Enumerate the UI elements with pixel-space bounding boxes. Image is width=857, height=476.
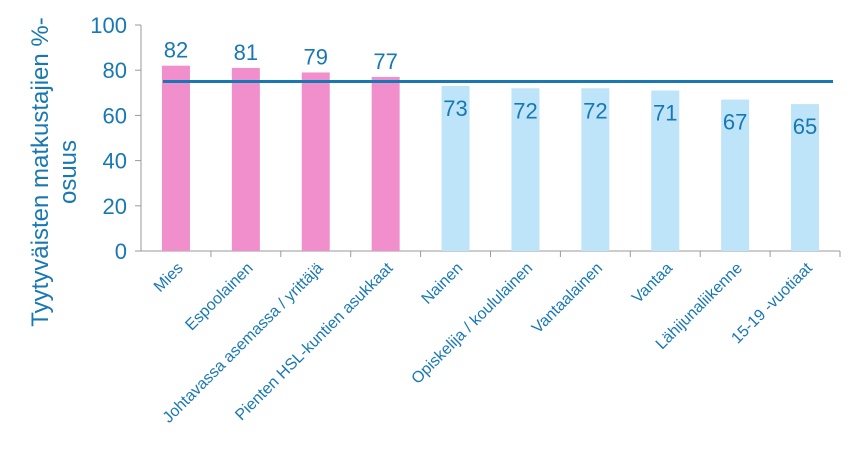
- y-tick-label: 100: [90, 13, 127, 38]
- bar: [161, 65, 190, 252]
- data-label: 71: [653, 101, 677, 126]
- x-tick-label: Opiskelija / koululainen: [409, 260, 537, 388]
- x-tick-label: Mies: [151, 260, 187, 296]
- bar: [301, 72, 330, 252]
- y-tick-label: 0: [115, 239, 127, 264]
- x-tick-label: Vantaalainen: [529, 260, 606, 337]
- bar: [231, 67, 260, 251]
- y-tick-label: 20: [103, 194, 127, 219]
- y-axis-label-line-1: Tyytyväisten matkustajien %-: [27, 17, 54, 326]
- bar: [371, 76, 400, 251]
- data-label: 72: [583, 98, 607, 123]
- x-tick-label: Vantaa: [629, 260, 676, 307]
- data-label: 81: [234, 40, 258, 65]
- y-tick-label: 80: [103, 58, 127, 83]
- data-label: 67: [723, 110, 747, 135]
- y-tick-label: 60: [103, 103, 127, 128]
- bar: [511, 88, 540, 251]
- bar: [791, 104, 820, 251]
- bar: [721, 99, 750, 251]
- data-label: 73: [443, 96, 467, 121]
- x-tick-label: Espoolainen: [182, 260, 256, 334]
- data-label: 72: [513, 98, 537, 123]
- bar: [581, 88, 610, 251]
- bar: [651, 90, 680, 251]
- data-label: 79: [304, 44, 328, 69]
- x-tick-label: Pienten HSL-kuntien asukkaat: [232, 259, 397, 424]
- y-tick-label: 40: [103, 149, 127, 174]
- data-label: 65: [793, 114, 817, 139]
- y-axis-label-line-2: osuus: [55, 140, 82, 204]
- data-label: 77: [373, 49, 397, 74]
- bar: [441, 86, 470, 252]
- data-label: 82: [164, 38, 188, 63]
- x-tick-label: Nainen: [419, 260, 467, 308]
